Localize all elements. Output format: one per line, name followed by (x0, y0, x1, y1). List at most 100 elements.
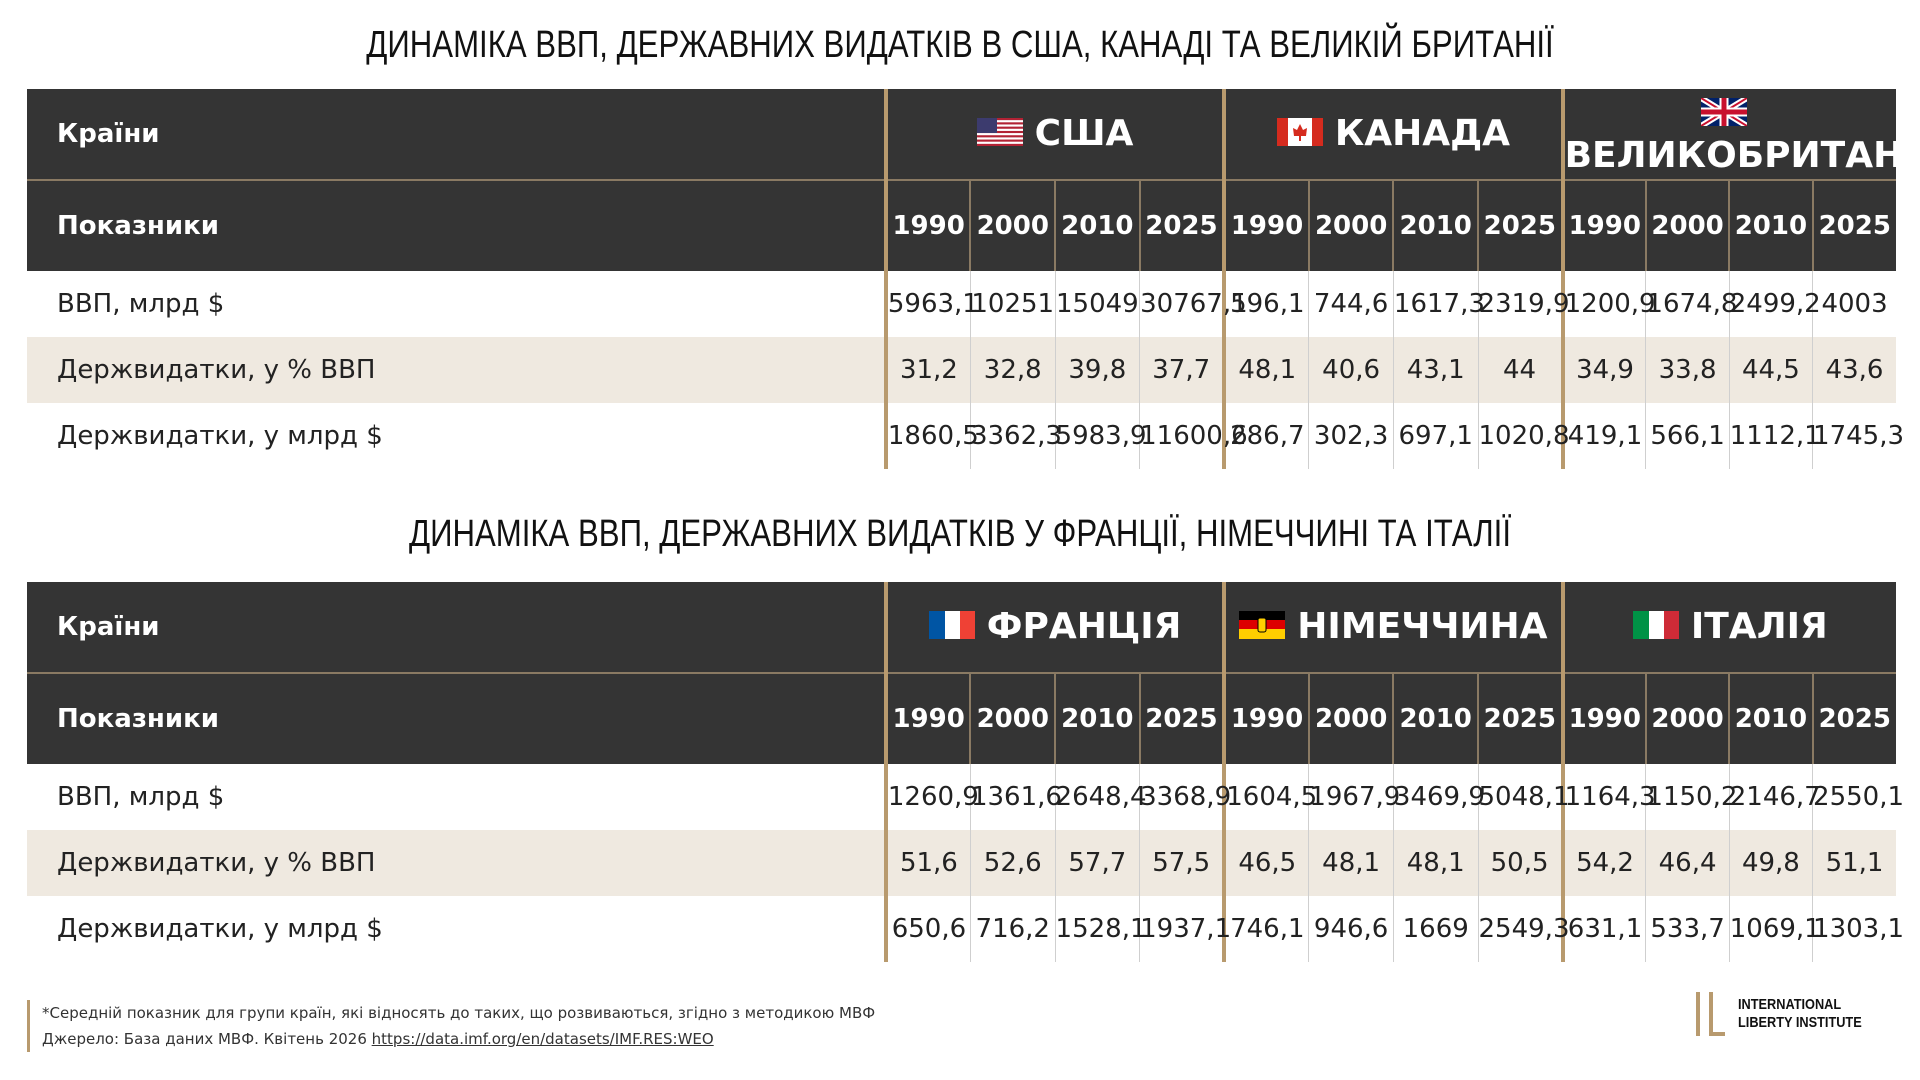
data-row: Держвидатки, у млрд $ 650,6 716,2 1528,1 193… (27, 896, 1904, 962)
cell: 48,1 (1392, 830, 1479, 896)
logo: INTERNATIONAL LIBERTY INSTITUTE (1694, 990, 1884, 1038)
cell: 1860,5 (883, 403, 979, 469)
row-label: ВВП, млрд $ (57, 782, 225, 812)
cell: 2319,9 (1477, 271, 1570, 337)
source-link[interactable]: https://data.imf.org/en/datasets/IMF.RES… (371, 1030, 714, 1048)
year-header: 2010 (1728, 673, 1813, 764)
cell: 946,6 (1308, 896, 1394, 962)
country-name: КАНАДА (1334, 112, 1511, 154)
country-header: ФРАНЦІЯ (883, 582, 1225, 674)
row-label: Держвидатки, у % ВВП (27, 830, 886, 896)
cell: 51,1 (1812, 830, 1896, 896)
cell: 31,2 (883, 337, 971, 403)
country-header: НІМЕЧЧИНА (1222, 582, 1563, 674)
data-row: ВВП, млрд $ 1260,9 1361,6 2648,4 3368,9 1604,… (27, 764, 1904, 830)
country-header: США (883, 89, 1225, 181)
cell: 40,6 (1308, 337, 1394, 403)
flag (1276, 114, 1323, 155)
row-label: Держвидатки, у млрд $ (57, 421, 383, 451)
cell: 3368,9 (1139, 764, 1231, 830)
cell: 46,5 (1222, 830, 1309, 896)
cell: 1069,1 (1728, 896, 1821, 962)
subheader-label: Показники (27, 673, 886, 764)
cell: 744,6 (1308, 271, 1394, 337)
data-table: Країни США КАНАДА ВЕЛИКОБРИТАНІЯ Показники 19… (27, 89, 1920, 469)
cell: 566,1 (1645, 403, 1730, 469)
cell: 1674,8 (1645, 271, 1737, 337)
cell: 2550,1 (1812, 764, 1904, 830)
cell: 746,1 (1222, 896, 1309, 962)
footnote: *Середній показник для групи країн, які … (42, 1004, 876, 1022)
cell: 1164,3 (1560, 764, 1656, 830)
year-header: 2010 (1728, 180, 1813, 271)
cell: 44 (1477, 337, 1563, 403)
cell: 302,3 (1308, 403, 1394, 469)
cell: 43,1 (1392, 337, 1479, 403)
cell: 1967,9 (1308, 764, 1400, 830)
data-row: ВВП, млрд $ 5963,1 10251 15049 30767,1 596,1 7… (27, 271, 1896, 337)
cell: 2146,7 (1728, 764, 1821, 830)
year-header: 1990 (1560, 180, 1646, 271)
table-title: ДИНАМІКА ВВП, ДЕРЖАВНИХ ВИДАТКІВ У ФРАНЦ… (409, 513, 1511, 555)
cell: 697,1 (1392, 403, 1479, 469)
cell: 1150,2 (1645, 764, 1737, 830)
cell: 32,8 (969, 337, 1056, 403)
year-header: 1990 (883, 673, 971, 764)
country-header: ВЕЛИКОБРИТАНІЯ (1560, 89, 1920, 181)
header-row: Країни США КАНАДА ВЕЛИКОБРИТАНІЯ (27, 89, 1920, 181)
cell: 5983,9 (1054, 403, 1147, 469)
subheader-row: Показники 1990 2000 2010 2025 1990 2000 2010 202… (27, 180, 1896, 271)
year-header: 2025 (1811, 180, 1896, 271)
cell: 596,1 (1222, 271, 1309, 337)
year-header: 2000 (1307, 180, 1394, 271)
year-header: 2010 (1392, 673, 1479, 764)
cell: 1303,1 (1812, 896, 1904, 962)
cell: 57,5 (1139, 830, 1225, 896)
cell: 37,7 (1139, 337, 1225, 403)
year-header: 2000 (1307, 673, 1394, 764)
cell: 46,4 (1645, 830, 1730, 896)
year-header: 1990 (1222, 673, 1309, 764)
cell: 631,1 (1560, 896, 1646, 962)
country-name: ВЕЛИКОБРИТАНІЯ (1564, 134, 1920, 176)
year-header: 2000 (1644, 673, 1730, 764)
cell: 5963,1 (883, 271, 979, 337)
row-label: Держвидатки, у % ВВП (27, 337, 886, 403)
cell: 1669 (1392, 896, 1479, 962)
data-table: Країни ФРАНЦІЯ НІМЕЧЧИНА ІТАЛІЯ Показники 199… (27, 582, 1904, 962)
cell: 1604,5 (1222, 764, 1317, 830)
cell: 4003 (1812, 271, 1896, 337)
logo-line: LIBERTY INSTITUTE (1738, 1014, 1863, 1031)
header-label: Країни (27, 582, 886, 674)
cell: 43,6 (1812, 337, 1896, 403)
cell: 44,5 (1728, 337, 1813, 403)
country-name: ІТАЛІЯ (1690, 605, 1828, 647)
subheader-label: Показники (27, 180, 886, 271)
year-header: 2025 (1138, 180, 1225, 271)
source-text: Джерело: База даних МВФ. Квітень 2026 (42, 1030, 367, 1048)
cell: 10251 (969, 271, 1056, 337)
data-row: Держвидатки, у % ВВП 31,2 32,8 39,8 37,7 48,1… (27, 337, 1896, 403)
cell: 39,8 (1054, 337, 1140, 403)
country-name: ФРАНЦІЯ (986, 605, 1182, 647)
cell: 533,7 (1645, 896, 1730, 962)
cell: 1200,9 (1560, 271, 1656, 337)
cell: 3362,3 (969, 403, 1062, 469)
cell: 48,1 (1222, 337, 1309, 403)
year-header: 2010 (1054, 673, 1140, 764)
data-row: Держвидатки, у млрд $ 1860,5 3362,3 5983,9 1… (27, 403, 1904, 469)
cell: 2648,4 (1054, 764, 1147, 830)
cell: 1020,8 (1477, 403, 1570, 469)
row-label: ВВП, млрд $ (57, 289, 225, 319)
cell: 33,8 (1645, 337, 1730, 403)
year-header: 2010 (1054, 180, 1140, 271)
flag (928, 607, 975, 648)
cell: 2549,3 (1477, 896, 1570, 962)
data-row: Держвидатки, у % ВВП 51,6 52,6 57,7 57,5 46,5… (27, 830, 1896, 896)
year-header: 2025 (1477, 673, 1563, 764)
cell: 52,6 (969, 830, 1056, 896)
cell: 50,5 (1477, 830, 1563, 896)
cell: 30767,1 (1139, 271, 1248, 337)
cell: 716,2 (969, 896, 1056, 962)
